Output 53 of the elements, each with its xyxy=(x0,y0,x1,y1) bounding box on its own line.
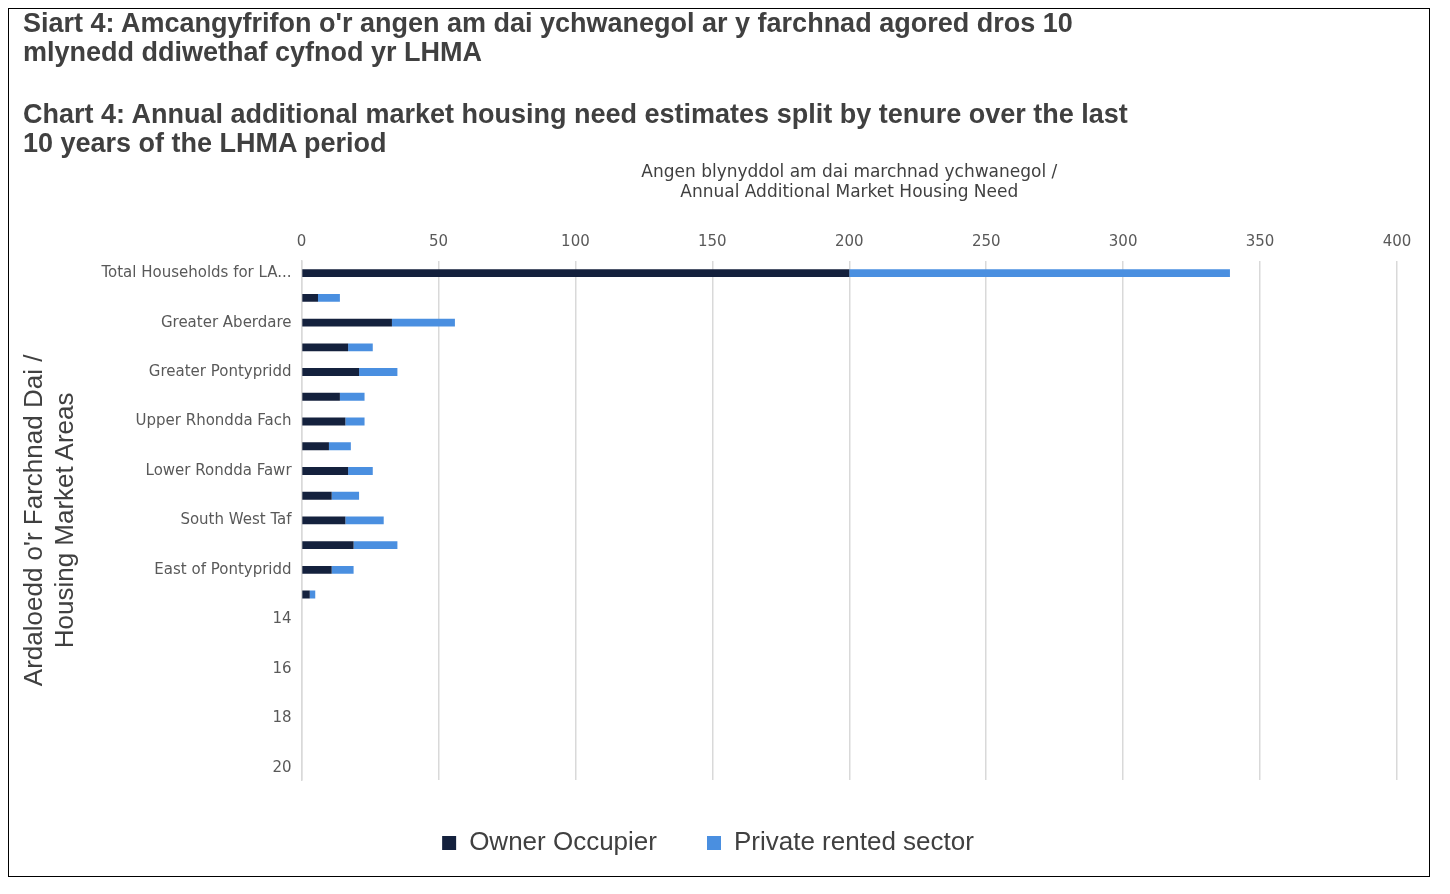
bar xyxy=(353,541,398,550)
bar xyxy=(339,392,365,401)
bar xyxy=(302,293,318,302)
x-tick-label: 300 xyxy=(1108,231,1138,250)
bar xyxy=(359,368,398,377)
x-tick-label: 0 xyxy=(296,231,307,250)
bar xyxy=(302,442,329,451)
bar xyxy=(309,590,316,599)
bar xyxy=(302,516,346,525)
bar xyxy=(849,269,1230,278)
x-axis-title: Angen blynyddol am dai marchnad ychwanegol / Annual Additional Market Housing Need xyxy=(641,160,1058,202)
bar xyxy=(345,417,365,426)
x-tick-label: 100 xyxy=(561,231,590,250)
bar xyxy=(302,565,332,574)
bar xyxy=(317,293,340,302)
bar xyxy=(331,491,360,500)
y-tick-label: Greater Pontypridd xyxy=(148,361,292,380)
chart-subtitle: Chart 4: Annual additional market housing need estimates split by tenure over the last 10 years of the LHMA period xyxy=(23,99,1129,158)
x-tick-label: 400 xyxy=(1382,231,1412,250)
y-tick-label: 18 xyxy=(272,708,292,727)
bar xyxy=(302,590,310,599)
y-tick-label: East of Pontypridd xyxy=(154,559,292,578)
y-tick-label: Total Households for LA... xyxy=(100,263,292,282)
bar xyxy=(302,392,340,401)
bar xyxy=(302,318,392,327)
legend-label: Private rented sector xyxy=(733,826,975,857)
y-tick-label: 14 xyxy=(272,609,292,628)
chart-title: Siart 4: Amcangyfrifon o'r angen am dai ychwanegol ar y farchnad agored dros 10 mlynedd ddiwethaf cyfnod yr LHMA xyxy=(23,8,1074,67)
bar xyxy=(302,368,360,377)
bar xyxy=(302,343,349,352)
x-tick-label: 250 xyxy=(971,231,1001,250)
y-tick-label: South West Taf xyxy=(180,510,293,529)
bar xyxy=(331,565,354,574)
bar xyxy=(302,269,850,278)
bar xyxy=(302,541,354,550)
bar xyxy=(302,491,332,500)
x-tick-label: 50 xyxy=(428,231,449,250)
y-tick-label: Greater Aberdare xyxy=(160,312,292,331)
x-tick-label: 350 xyxy=(1245,231,1275,250)
bar xyxy=(302,467,349,475)
legend-label: Owner Occupier xyxy=(469,826,658,857)
y-tick-label: 20 xyxy=(272,757,292,776)
y-tick-label: Lower Rondda Fawr xyxy=(145,460,293,479)
y-tick-label: Upper Rhondda Fach xyxy=(135,411,292,430)
x-tick-label: 200 xyxy=(834,231,864,250)
y-axis-title: Ardaloedd o'r Farchnad Dai / Housing Market Areas xyxy=(17,353,79,687)
bar xyxy=(391,318,455,327)
x-tick-label: 150 xyxy=(698,231,727,250)
bar xyxy=(345,516,384,525)
y-tick-label: 16 xyxy=(272,658,292,677)
bar xyxy=(328,442,351,451)
bar xyxy=(348,343,373,352)
bar xyxy=(348,467,373,475)
